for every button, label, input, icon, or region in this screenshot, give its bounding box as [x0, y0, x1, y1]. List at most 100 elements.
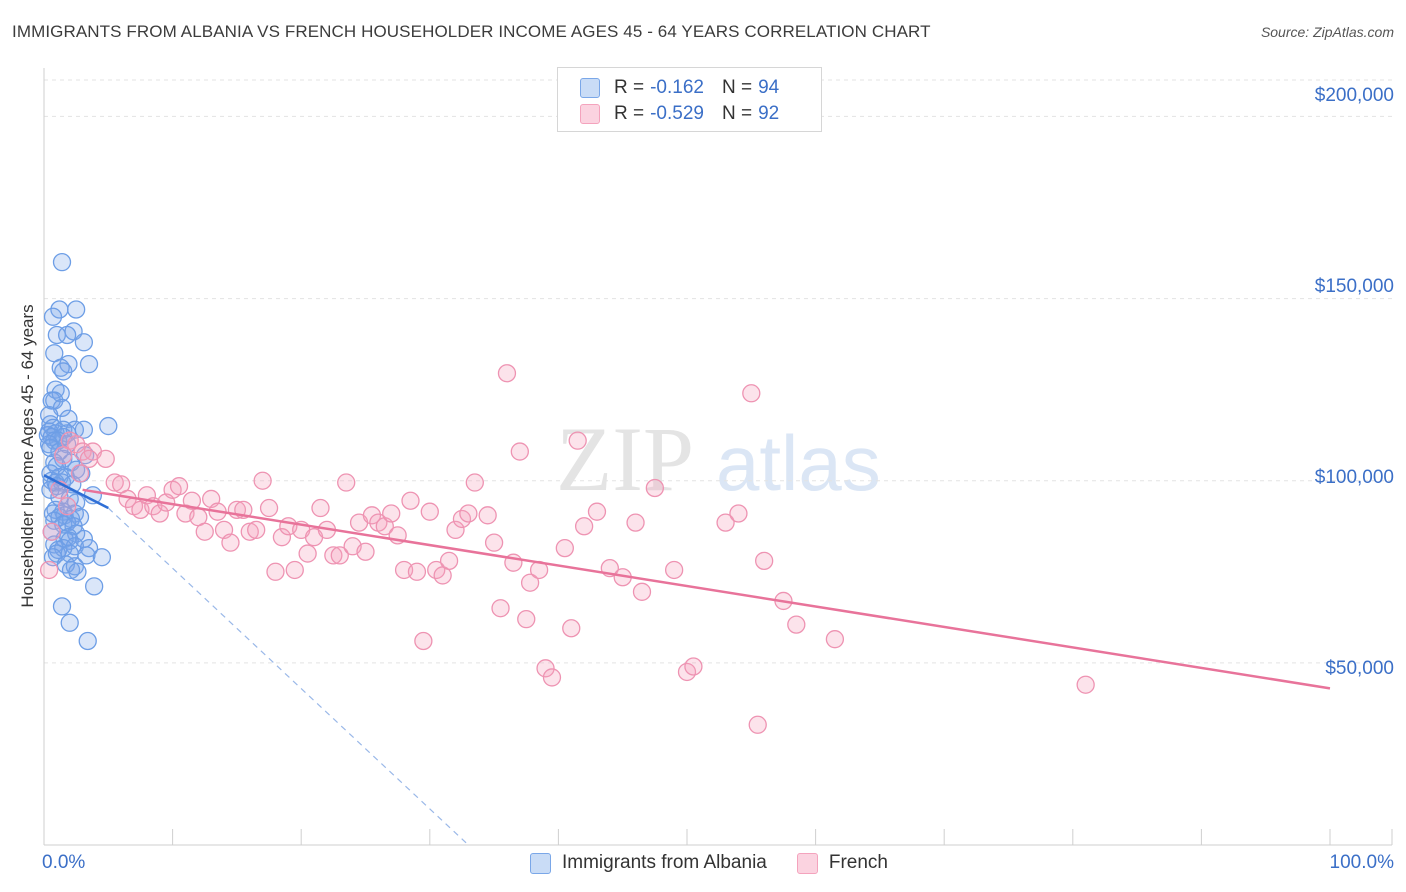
- french-point: [79, 449, 99, 469]
- axes: [43, 68, 1393, 846]
- legend-r-value: -0.162: [650, 77, 704, 98]
- french-point: [755, 551, 774, 571]
- french-point: [356, 542, 375, 561]
- legend-n-value: 94: [758, 77, 780, 98]
- french-point: [67, 435, 86, 454]
- legend-r-value: -0.529: [650, 103, 704, 124]
- french-point: [169, 477, 189, 496]
- french-point: [401, 491, 420, 510]
- french-point: [39, 560, 59, 580]
- french-point: [459, 504, 478, 523]
- french-point: [520, 573, 540, 592]
- legend-n-value: 92: [758, 103, 780, 124]
- albania-point: [43, 307, 63, 326]
- french-point: [439, 551, 459, 571]
- french-point: [382, 504, 401, 523]
- correlation-legend: R = -0.162 N = 94 R = -0.529 N = 92: [557, 67, 822, 132]
- watermark-atlas: atlas: [716, 419, 881, 507]
- french-point: [324, 546, 343, 565]
- french-point: [542, 668, 562, 687]
- albania-point: [59, 409, 78, 428]
- french-point: [298, 544, 317, 563]
- legend-swatch-albania: [530, 852, 551, 874]
- albania-trend-line: [43, 474, 109, 510]
- french-point: [337, 473, 356, 492]
- albania-point: [92, 548, 112, 567]
- french-point: [536, 659, 555, 678]
- albania-point: [79, 354, 99, 374]
- french-point: [684, 657, 703, 676]
- series-french: [39, 364, 1095, 734]
- x-tick-label-min: 0.0%: [42, 852, 86, 873]
- albania-point: [64, 517, 83, 536]
- french-point: [825, 630, 845, 649]
- french-point: [446, 520, 465, 540]
- albania-trend-extension: [107, 507, 469, 846]
- french-point: [478, 506, 497, 525]
- french-point: [57, 497, 77, 516]
- french-point: [562, 619, 581, 638]
- french-point: [491, 599, 510, 618]
- french-point: [42, 522, 61, 541]
- french-point: [311, 498, 330, 518]
- french-point: [420, 502, 439, 521]
- albania-point: [52, 252, 72, 272]
- x-tick-label-max: 100.0%: [1329, 852, 1394, 873]
- legend-row-french: R = -0.529 N = 92: [580, 102, 797, 126]
- albania-point: [77, 546, 96, 565]
- trend-lines: [43, 474, 1331, 846]
- albania-point: [54, 362, 73, 381]
- french-point: [497, 364, 517, 383]
- albania-point: [99, 416, 118, 436]
- french-point: [742, 384, 761, 403]
- french-point: [221, 533, 240, 552]
- french-point: [626, 513, 645, 532]
- french-trend-line: [82, 488, 1331, 690]
- legend-item-french: French: [796, 852, 888, 874]
- legend-r-label: R =: [614, 77, 645, 98]
- french-point: [54, 446, 73, 465]
- source-label: Source: ZipAtlas.com: [1260, 24, 1394, 40]
- legend-swatch-albania: [580, 78, 600, 98]
- albania-point: [60, 613, 79, 632]
- french-point: [632, 582, 652, 601]
- y-tick-label: $200,000: [1314, 85, 1394, 106]
- legend-row-albania: R = -0.162 N = 94: [580, 76, 797, 100]
- french-point: [414, 631, 433, 651]
- french-point: [484, 533, 504, 552]
- watermark-zip: ZIP: [556, 408, 694, 510]
- watermark: ZIP atlas: [556, 408, 881, 510]
- french-point: [96, 449, 115, 469]
- french-point: [555, 538, 574, 558]
- albania-point: [78, 631, 97, 651]
- french-point: [105, 473, 124, 492]
- albania-point: [57, 325, 77, 345]
- french-point: [272, 528, 292, 547]
- french-point: [574, 517, 594, 536]
- series-legend: Immigrants from Albania French: [530, 852, 918, 874]
- y-tick-label: $100,000: [1314, 467, 1394, 488]
- y-axis-label: Householder Income Ages 45 - 64 years: [18, 304, 37, 608]
- legend-swatch-french: [796, 852, 818, 874]
- legend-label-albania: Immigrants from Albania: [562, 852, 767, 873]
- legend-r-label: R =: [614, 103, 645, 124]
- french-point: [266, 562, 285, 581]
- albania-point: [61, 560, 81, 580]
- albania-point: [68, 562, 87, 581]
- legend-n-label: N =: [721, 77, 753, 98]
- french-point: [729, 504, 748, 523]
- french-point: [517, 609, 536, 629]
- french-point: [70, 464, 90, 483]
- y-tick-label: $50,000: [1325, 658, 1394, 679]
- french-point: [253, 471, 272, 490]
- french-point: [195, 522, 214, 541]
- french-point: [330, 546, 349, 565]
- albania-point: [52, 597, 72, 616]
- french-point: [73, 442, 92, 461]
- french-point: [240, 522, 259, 541]
- french-point: [465, 473, 484, 492]
- french-point: [645, 478, 664, 498]
- legend-item-albania: Immigrants from Albania: [530, 852, 767, 874]
- albania-point: [74, 333, 94, 352]
- french-point: [407, 562, 427, 581]
